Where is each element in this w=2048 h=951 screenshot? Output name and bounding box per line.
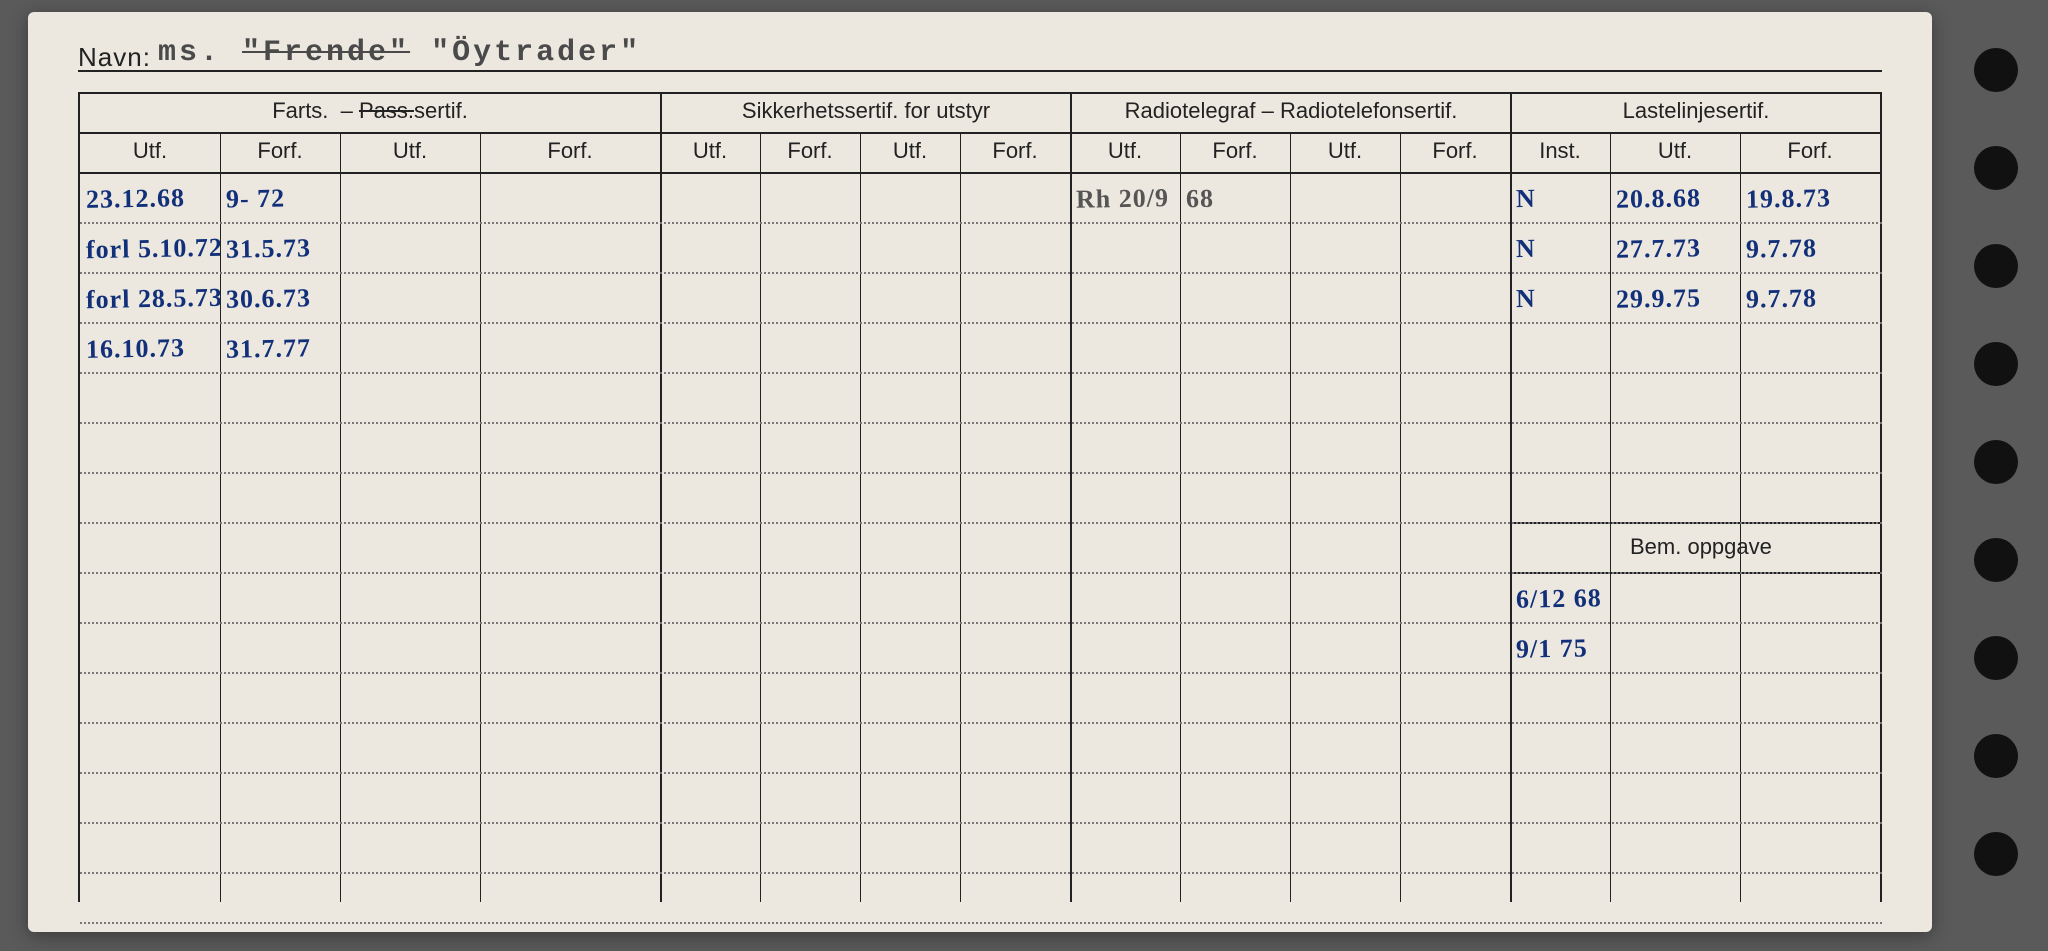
section-farts: Farts. – Pass.sertif. bbox=[80, 98, 660, 124]
punch-hole bbox=[1974, 48, 2018, 92]
header-divider-2 bbox=[80, 172, 1882, 174]
row-dotted bbox=[80, 722, 1882, 724]
col-utf-4: Utf. bbox=[860, 138, 960, 164]
col-forf-7: Forf. bbox=[1740, 138, 1880, 164]
vline bbox=[1740, 132, 1741, 902]
row-dotted bbox=[80, 622, 1882, 624]
row-dotted bbox=[80, 422, 1882, 424]
row-dotted bbox=[80, 772, 1882, 774]
farts-pre: Farts. – bbox=[272, 98, 359, 123]
hand-cell: 9.7.78 bbox=[1746, 283, 1818, 314]
hand-cell: 23.12.68 bbox=[86, 183, 186, 215]
hand-cell: Rh 20/9 bbox=[1076, 183, 1169, 215]
navn-label: Navn: bbox=[78, 42, 151, 73]
punch-holes bbox=[1960, 0, 2020, 951]
row-dotted bbox=[80, 522, 1882, 524]
hand-cell: 31.7.77 bbox=[226, 333, 312, 364]
bem-label: Bem. oppgave bbox=[1630, 534, 1772, 560]
col-utf-7: Utf. bbox=[1610, 138, 1740, 164]
col-forf-1: Forf. bbox=[220, 138, 340, 164]
navn-underline bbox=[78, 70, 1882, 72]
header-divider-1 bbox=[80, 132, 1882, 134]
vline bbox=[660, 94, 662, 902]
vline bbox=[1180, 132, 1181, 902]
navn-prefix: ms. bbox=[158, 36, 221, 70]
navn-rest: "Öytrader" bbox=[431, 36, 641, 70]
vline bbox=[860, 132, 861, 902]
vline bbox=[1400, 132, 1401, 902]
col-forf-2: Forf. bbox=[480, 138, 660, 164]
row-dotted bbox=[80, 572, 1882, 574]
hand-cell: forl 28.5.73 bbox=[86, 283, 223, 315]
navn-struck: "Frende" bbox=[242, 36, 410, 70]
hand-cell: 68 bbox=[1186, 184, 1215, 214]
hand-cell: 19.8.73 bbox=[1746, 183, 1832, 214]
vline bbox=[1290, 132, 1291, 902]
vline bbox=[1610, 132, 1611, 902]
hand-cell: 9- 72 bbox=[226, 183, 286, 214]
section-radio: Radiotelegraf – Radiotelefonsertif. bbox=[1072, 98, 1510, 124]
hand-cell: 16.10.73 bbox=[86, 333, 186, 365]
col-inst: Inst. bbox=[1510, 138, 1610, 164]
col-utf-6: Utf. bbox=[1290, 138, 1400, 164]
punch-hole bbox=[1974, 342, 2018, 386]
col-forf-6: Forf. bbox=[1400, 138, 1510, 164]
punch-hole bbox=[1974, 636, 2018, 680]
punch-hole bbox=[1974, 146, 2018, 190]
row-dotted bbox=[80, 372, 1882, 374]
hand-cell: 30.6.73 bbox=[226, 283, 312, 314]
row-dotted bbox=[80, 472, 1882, 474]
vline bbox=[1070, 94, 1072, 902]
row-dotted bbox=[80, 222, 1882, 224]
row-dotted bbox=[80, 272, 1882, 274]
punch-hole bbox=[1974, 440, 2018, 484]
vline bbox=[480, 132, 481, 902]
hand-cell: 6/12 68 bbox=[1516, 583, 1602, 614]
row-dotted bbox=[80, 872, 1882, 874]
farts-strike: Pass. bbox=[359, 98, 414, 123]
hand-cell: 9.7.78 bbox=[1746, 233, 1818, 264]
hand-cell: 20.8.68 bbox=[1616, 183, 1702, 214]
col-utf-3: Utf. bbox=[660, 138, 760, 164]
farts-post: sertif. bbox=[414, 98, 468, 123]
vline bbox=[340, 132, 341, 902]
hand-cell: N bbox=[1516, 184, 1536, 214]
col-utf-2: Utf. bbox=[340, 138, 480, 164]
row-dotted bbox=[80, 922, 1882, 924]
hand-cell: 31.5.73 bbox=[226, 233, 312, 264]
bem-box: Bem. oppgave bbox=[1510, 522, 1882, 574]
certificate-table: Farts. – Pass.sertif. Sikkerhetssertif. … bbox=[78, 92, 1882, 902]
hand-cell: N bbox=[1516, 284, 1536, 314]
vline bbox=[760, 132, 761, 902]
punch-hole bbox=[1974, 244, 2018, 288]
vline bbox=[1510, 94, 1512, 902]
punch-hole bbox=[1974, 832, 2018, 876]
section-sikker: Sikkerhetssertif. for utstyr bbox=[662, 98, 1070, 124]
col-utf-5: Utf. bbox=[1070, 138, 1180, 164]
row-dotted bbox=[80, 822, 1882, 824]
page: Navn: ms. "Frende" "Öytrader" Farts. – P… bbox=[0, 0, 2048, 951]
col-forf-5: Forf. bbox=[1180, 138, 1290, 164]
hand-cell: 29.9.75 bbox=[1616, 283, 1702, 314]
hand-cell: N bbox=[1516, 234, 1536, 264]
row-dotted bbox=[80, 322, 1882, 324]
punch-hole bbox=[1974, 538, 2018, 582]
col-forf-4: Forf. bbox=[960, 138, 1070, 164]
document-card: Navn: ms. "Frende" "Öytrader" Farts. – P… bbox=[28, 12, 1932, 932]
punch-hole bbox=[1974, 734, 2018, 778]
hand-cell: 27.7.73 bbox=[1616, 233, 1702, 264]
vline-right bbox=[1880, 94, 1882, 902]
vline bbox=[960, 132, 961, 902]
hand-cell: forl 5.10.72 bbox=[86, 233, 223, 265]
row-dotted bbox=[80, 672, 1882, 674]
col-utf-1: Utf. bbox=[80, 138, 220, 164]
col-forf-3: Forf. bbox=[760, 138, 860, 164]
navn-value: ms. "Frende" "Öytrader" bbox=[158, 36, 641, 70]
hand-cell: 9/1 75 bbox=[1516, 633, 1588, 664]
vline bbox=[220, 132, 221, 902]
section-laste: Lastelinjesertif. bbox=[1512, 98, 1880, 124]
